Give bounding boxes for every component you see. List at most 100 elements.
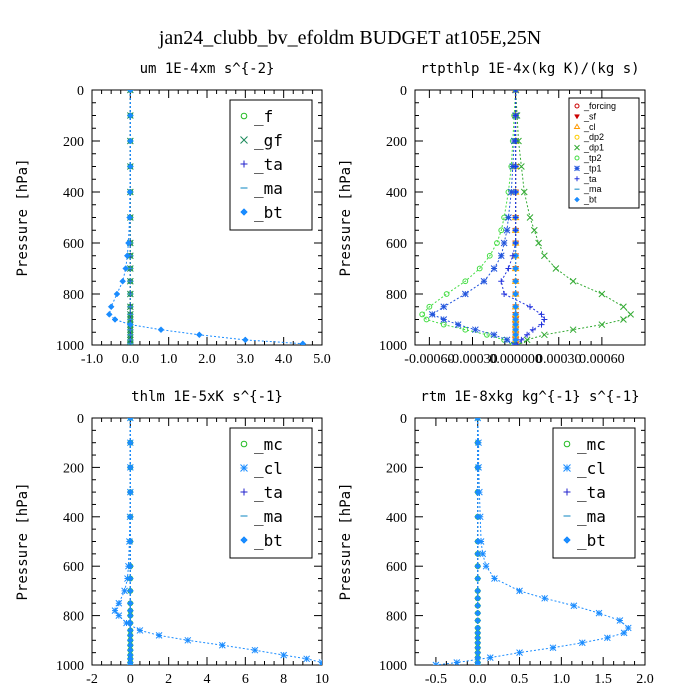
data-point [474, 562, 482, 570]
legend-label: _ma [254, 507, 283, 526]
panel-title: rtm 1E-8xkg kg^{-1} s^{-1} [420, 389, 639, 405]
data-point [541, 594, 548, 602]
data-point [454, 321, 462, 328]
y-tick-label: 800 [63, 610, 84, 625]
data-point [423, 316, 430, 323]
data-point [598, 290, 606, 298]
legend-label: _ma [254, 179, 283, 198]
x-tick-label: -2 [86, 672, 98, 687]
series-ta [498, 90, 548, 345]
x-tick-label: 4.0 [275, 352, 293, 367]
legend-label: _mc [577, 435, 606, 454]
data-point [115, 599, 123, 607]
data-point [474, 617, 482, 624]
data-point [512, 112, 519, 119]
data-point [477, 538, 485, 545]
data-point [512, 138, 519, 144]
legend-marker [573, 123, 581, 130]
data-point [474, 418, 482, 422]
data-point [512, 277, 519, 285]
data-point [105, 311, 113, 318]
data-point [126, 661, 134, 665]
data-point [491, 575, 498, 582]
data-point [578, 639, 586, 647]
data-point [490, 331, 498, 339]
x-tick-label: -0.00060 [404, 352, 454, 367]
y-tick-label: 600 [63, 560, 84, 575]
data-point [505, 214, 512, 221]
panel-title: thlm 1E-5xK s^{-1} [131, 389, 283, 405]
y-tick-label: 800 [386, 610, 407, 625]
data-point [303, 655, 311, 663]
data-point [126, 513, 134, 521]
data-point [480, 277, 488, 285]
x-tick-label: 1.5 [594, 672, 612, 687]
data-point [541, 252, 548, 260]
data-point [474, 661, 482, 665]
data-point [500, 239, 508, 247]
data-point [126, 538, 133, 545]
y-tick-label: 800 [386, 288, 407, 303]
data-point [126, 439, 134, 447]
data-point [512, 189, 519, 195]
data-point [518, 336, 525, 343]
x-tick-label: 0.0 [469, 672, 487, 687]
data-point [119, 277, 127, 285]
data-point [462, 278, 469, 285]
data-point [111, 607, 119, 615]
data-point [479, 550, 487, 558]
data-point [524, 331, 531, 338]
data-point [126, 112, 134, 119]
data-point [503, 336, 511, 344]
data-point [440, 316, 448, 323]
legend-label: _ma [577, 507, 606, 526]
plot-area [111, 418, 322, 665]
y-tick-label: 1000 [379, 659, 407, 674]
data-point [620, 629, 628, 637]
legend-marker [240, 136, 248, 144]
x-tick-label: -1.0 [81, 352, 103, 367]
data-point [426, 303, 433, 310]
legend-box [568, 97, 640, 209]
data-point [474, 575, 482, 582]
legend-label: _cl [254, 459, 283, 478]
x-tick-label: 5.0 [313, 352, 331, 367]
legend-marker [574, 196, 580, 203]
data-point [498, 278, 505, 285]
legend: _mc _cl _ta _ma _bt [552, 427, 636, 559]
data-point [512, 214, 519, 221]
data-point [620, 303, 627, 311]
data-point [595, 609, 603, 617]
y-tick-label: 600 [386, 237, 407, 252]
x-tick-label: 8 [280, 672, 287, 687]
data-point [512, 90, 519, 93]
y-tick-label: 400 [386, 511, 407, 526]
data-point [125, 562, 132, 570]
x-tick-label: 2.0 [636, 672, 654, 687]
series-tp2 [419, 90, 519, 345]
data-point [520, 188, 528, 196]
x-tick-label: 4 [204, 672, 211, 687]
data-point [512, 303, 519, 311]
data-point [299, 340, 307, 345]
data-point [432, 661, 440, 665]
legend-marker [574, 114, 580, 120]
y-tick-label: 0 [77, 412, 84, 427]
data-point [107, 303, 115, 311]
legend-label: _gf [254, 131, 283, 150]
data-point [126, 488, 134, 496]
data-point [474, 587, 482, 595]
data-point [157, 326, 165, 334]
data-point [126, 188, 134, 196]
legend-marker [574, 176, 580, 182]
data-point [518, 163, 525, 170]
data-point [497, 252, 505, 260]
legend-label: _bt [254, 531, 283, 550]
data-point [126, 587, 134, 595]
data-point [486, 654, 494, 661]
legend-label: _cl [577, 459, 606, 478]
x-tick-label: 3.0 [237, 352, 255, 367]
legend-marker [563, 440, 571, 448]
chart-panel-2: rtpthlp 1E-4x(kg K)/(kg s) Pressure [hPa]… [338, 61, 646, 367]
legend-marker [240, 208, 248, 216]
